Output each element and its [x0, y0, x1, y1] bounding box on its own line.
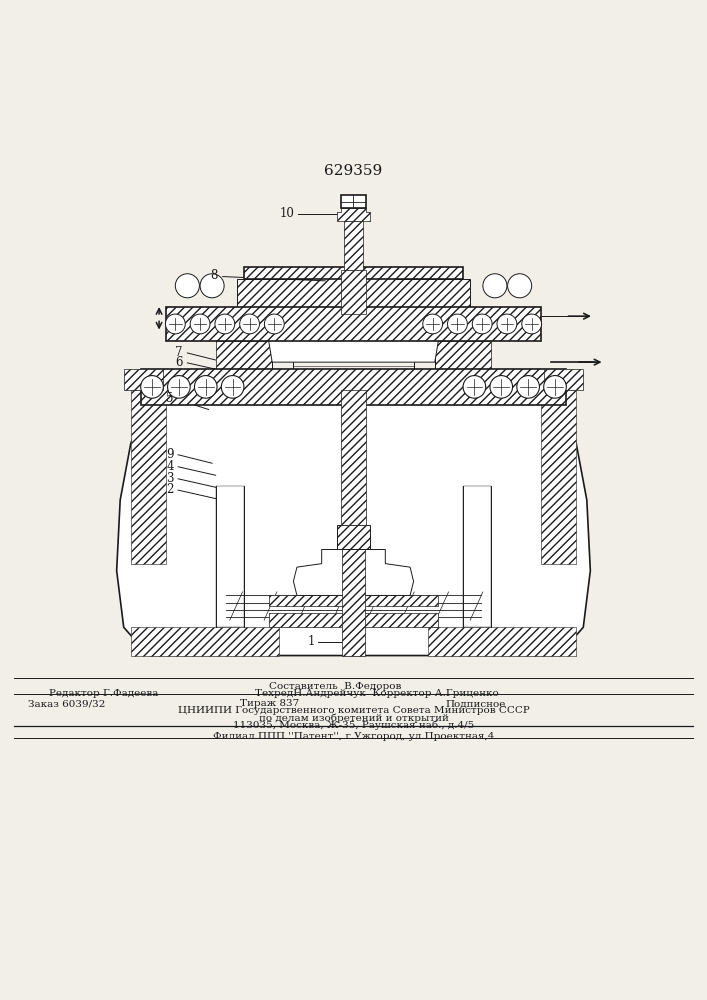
Circle shape	[194, 376, 217, 398]
Text: 7: 7	[175, 346, 183, 359]
Circle shape	[221, 376, 244, 398]
Circle shape	[472, 314, 492, 334]
Text: 3: 3	[166, 472, 174, 485]
Polygon shape	[216, 341, 272, 369]
Polygon shape	[269, 613, 438, 627]
Polygon shape	[341, 195, 366, 208]
Polygon shape	[131, 390, 166, 564]
Polygon shape	[216, 486, 244, 627]
Text: Редактор Г.Фадеева: Редактор Г.Фадеева	[49, 689, 159, 698]
Text: Составитель  В.Федоров: Составитель В.Федоров	[269, 682, 401, 691]
Circle shape	[490, 376, 513, 398]
Polygon shape	[341, 390, 366, 525]
Circle shape	[517, 376, 539, 398]
Polygon shape	[544, 369, 583, 390]
Polygon shape	[342, 549, 365, 656]
Polygon shape	[435, 341, 491, 369]
Text: Филиал ППП ''Патент'', г.Ужгород, ул.Проектная,4: Филиал ППП ''Патент'', г.Ужгород, ул.Про…	[213, 732, 494, 741]
Text: Подписное: Подписное	[445, 699, 506, 708]
Text: 5: 5	[166, 392, 174, 405]
Text: 6: 6	[175, 356, 183, 369]
Circle shape	[165, 314, 185, 334]
Circle shape	[264, 314, 284, 334]
Circle shape	[522, 314, 542, 334]
Text: Тираж 837: Тираж 837	[240, 699, 300, 708]
Polygon shape	[269, 309, 438, 362]
Polygon shape	[237, 270, 343, 307]
Circle shape	[497, 314, 517, 334]
Polygon shape	[293, 549, 414, 595]
Text: 1: 1	[308, 635, 315, 648]
Polygon shape	[428, 627, 576, 656]
Circle shape	[175, 274, 199, 298]
Circle shape	[463, 376, 486, 398]
Text: 2: 2	[166, 483, 173, 496]
Circle shape	[168, 376, 190, 398]
Polygon shape	[141, 369, 566, 405]
Polygon shape	[337, 208, 370, 221]
Polygon shape	[269, 595, 438, 606]
Text: Заказ 6039/32: Заказ 6039/32	[28, 699, 105, 708]
Circle shape	[141, 376, 163, 398]
Text: 113035, Москва, Ж-35, Раушская наб., д.4/5: 113035, Москва, Ж-35, Раушская наб., д.4…	[233, 721, 474, 730]
Circle shape	[544, 376, 566, 398]
Polygon shape	[541, 390, 576, 564]
Polygon shape	[124, 369, 163, 390]
Circle shape	[215, 314, 235, 334]
Text: ТехредН.Андрейчук  Корректор А.Гриценко: ТехредН.Андрейчук Корректор А.Гриценко	[255, 689, 498, 698]
Polygon shape	[166, 307, 541, 341]
Text: по делам изобретений и открытий: по делам изобретений и открытий	[259, 714, 448, 723]
Text: 4: 4	[166, 460, 174, 473]
Text: ЦНИИПИ Государственного комитета Совета Министров СССР: ЦНИИПИ Государственного комитета Совета …	[177, 706, 530, 715]
Circle shape	[240, 314, 259, 334]
Text: 10: 10	[279, 207, 294, 220]
Polygon shape	[131, 627, 279, 656]
Circle shape	[448, 314, 467, 334]
Text: 629359: 629359	[325, 164, 382, 178]
Polygon shape	[463, 486, 491, 627]
Text: 9: 9	[166, 448, 174, 461]
Polygon shape	[341, 270, 366, 314]
Circle shape	[508, 274, 532, 298]
Text: 8: 8	[211, 269, 218, 282]
Circle shape	[190, 314, 210, 334]
Circle shape	[423, 314, 443, 334]
Polygon shape	[117, 390, 590, 656]
Polygon shape	[244, 267, 463, 279]
Circle shape	[483, 274, 507, 298]
Polygon shape	[337, 525, 370, 549]
Polygon shape	[364, 270, 470, 307]
Circle shape	[200, 274, 224, 298]
Polygon shape	[344, 221, 363, 270]
